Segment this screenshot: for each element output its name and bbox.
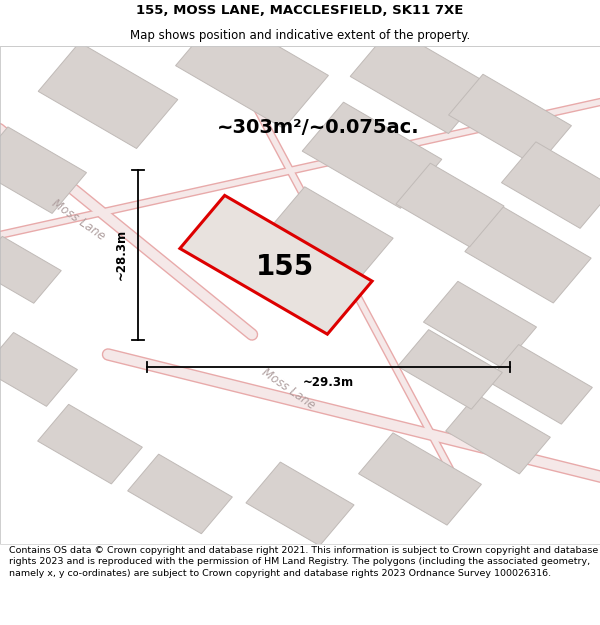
Polygon shape — [0, 127, 86, 213]
Polygon shape — [350, 28, 490, 134]
Text: ~28.3m: ~28.3m — [115, 229, 128, 281]
Polygon shape — [176, 12, 328, 129]
Text: Contains OS data © Crown copyright and database right 2021. This information is : Contains OS data © Crown copyright and d… — [9, 546, 598, 578]
Text: Map shows position and indicative extent of the property.: Map shows position and indicative extent… — [130, 29, 470, 42]
Polygon shape — [267, 187, 393, 283]
Polygon shape — [38, 404, 142, 484]
Polygon shape — [398, 329, 502, 409]
Polygon shape — [465, 207, 591, 303]
Polygon shape — [446, 394, 550, 474]
Polygon shape — [424, 281, 536, 368]
Polygon shape — [180, 196, 372, 334]
Polygon shape — [0, 332, 77, 406]
Polygon shape — [0, 236, 61, 303]
Polygon shape — [396, 163, 504, 247]
Polygon shape — [449, 74, 571, 166]
Text: 155, MOSS LANE, MACCLESFIELD, SK11 7XE: 155, MOSS LANE, MACCLESFIELD, SK11 7XE — [136, 4, 464, 16]
Polygon shape — [128, 454, 232, 534]
Polygon shape — [38, 42, 178, 149]
Polygon shape — [246, 462, 354, 546]
Polygon shape — [502, 142, 600, 228]
Text: Moss Lane: Moss Lane — [259, 366, 317, 413]
Text: Moss Lane: Moss Lane — [49, 197, 107, 243]
Text: ~303m²/~0.075ac.: ~303m²/~0.075ac. — [217, 118, 419, 138]
Text: ~29.3m: ~29.3m — [303, 376, 354, 389]
Polygon shape — [359, 433, 481, 525]
Polygon shape — [488, 344, 592, 424]
Polygon shape — [302, 102, 442, 208]
Text: 155: 155 — [256, 253, 314, 281]
